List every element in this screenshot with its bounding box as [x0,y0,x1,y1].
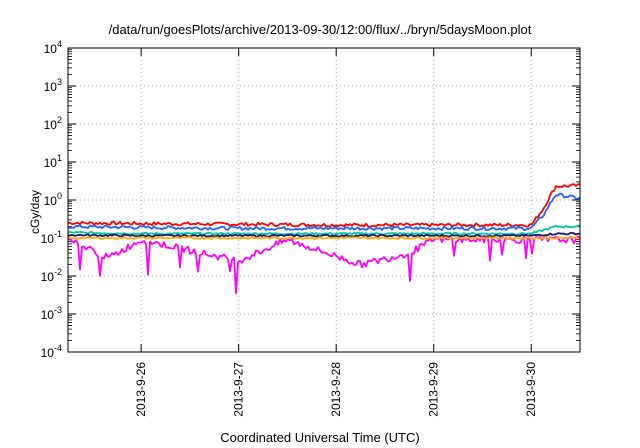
y-tick-label: 10-3 [41,305,62,322]
series-line [67,231,581,238]
y-tick-label: 103 [44,77,62,94]
series-line [68,235,581,295]
plot-frame [67,47,581,353]
x-tick-label: 2013-9-28 [329,362,343,417]
x-tick-label: 2013-9-30 [524,362,538,417]
x-tick-label: 2013-9-27 [232,362,246,417]
series-lines [67,183,581,295]
x-tick-label: 2013-9-29 [427,362,441,417]
y-axis-label: cGy/day [28,190,42,235]
series-line [67,224,581,236]
series-line [67,236,581,240]
y-tick-label: 10-2 [41,267,62,284]
y-tick-label: 102 [44,115,62,132]
y-tick-labels: 10-4 10-3 10-2 10-1 100 101 102 103 104 [41,39,62,360]
y-tick-label: 101 [44,153,62,170]
grid-lines [68,48,580,352]
x-axis-label: Coordinated Universal Time (UTC) [220,430,420,445]
y-tick-label: 10-4 [41,343,62,360]
x-tick-labels: 2013-9-26 2013-9-27 2013-9-28 2013-9-29 2013… [134,362,538,417]
series-line [67,183,581,228]
chart-title: /data/run/goesPlots/archive/2013-09-30/1… [108,22,532,37]
y-tick-label: 104 [44,39,62,56]
y-tick-label: 100 [44,191,62,208]
y-tick-label: 10-1 [41,229,62,246]
series-line [67,192,581,231]
x-tick-label: 2013-9-26 [134,362,148,417]
